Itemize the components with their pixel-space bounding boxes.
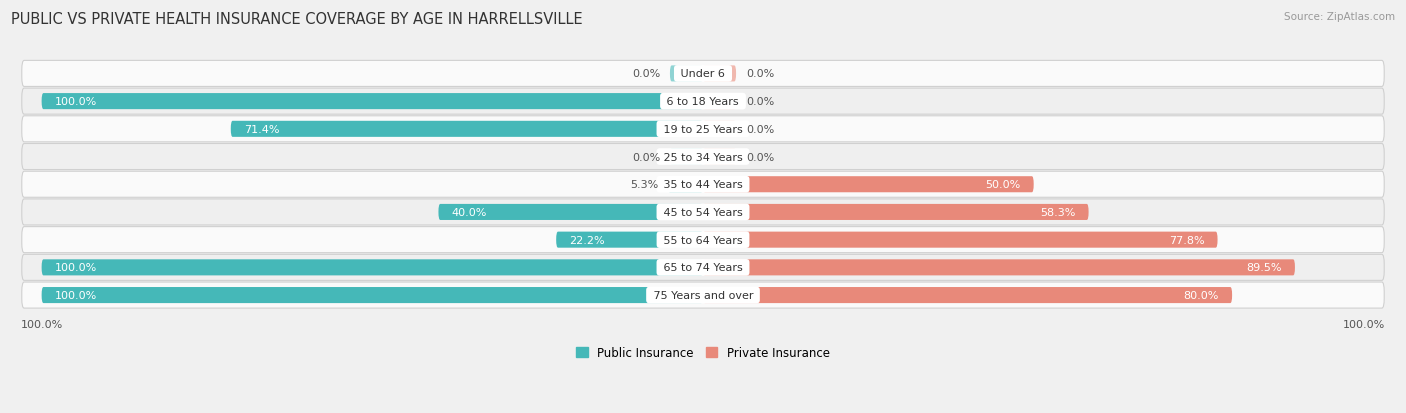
Text: 0.0%: 0.0% xyxy=(747,97,775,107)
FancyBboxPatch shape xyxy=(669,149,703,165)
Text: 89.5%: 89.5% xyxy=(1246,263,1282,273)
FancyBboxPatch shape xyxy=(231,121,703,138)
Text: Under 6: Under 6 xyxy=(678,69,728,79)
Text: 71.4%: 71.4% xyxy=(245,125,280,135)
Text: 75 Years and over: 75 Years and over xyxy=(650,290,756,300)
FancyBboxPatch shape xyxy=(21,61,1385,87)
FancyBboxPatch shape xyxy=(703,204,1088,221)
FancyBboxPatch shape xyxy=(557,232,703,248)
FancyBboxPatch shape xyxy=(703,94,737,110)
FancyBboxPatch shape xyxy=(42,287,703,304)
Text: 22.2%: 22.2% xyxy=(569,235,605,245)
Text: Source: ZipAtlas.com: Source: ZipAtlas.com xyxy=(1284,12,1395,22)
FancyBboxPatch shape xyxy=(21,199,1385,225)
Text: 77.8%: 77.8% xyxy=(1168,235,1205,245)
FancyBboxPatch shape xyxy=(703,66,737,82)
FancyBboxPatch shape xyxy=(703,287,1232,304)
Text: 0.0%: 0.0% xyxy=(631,69,659,79)
FancyBboxPatch shape xyxy=(21,116,1385,142)
Text: 65 to 74 Years: 65 to 74 Years xyxy=(659,263,747,273)
FancyBboxPatch shape xyxy=(439,204,703,221)
Text: 0.0%: 0.0% xyxy=(747,69,775,79)
Legend: Public Insurance, Private Insurance: Public Insurance, Private Insurance xyxy=(571,342,835,364)
Text: 100.0%: 100.0% xyxy=(55,263,97,273)
Text: 6 to 18 Years: 6 to 18 Years xyxy=(664,97,742,107)
FancyBboxPatch shape xyxy=(669,66,703,82)
Text: 50.0%: 50.0% xyxy=(986,180,1021,190)
Text: 100.0%: 100.0% xyxy=(55,290,97,300)
FancyBboxPatch shape xyxy=(21,144,1385,170)
Text: PUBLIC VS PRIVATE HEALTH INSURANCE COVERAGE BY AGE IN HARRELLSVILLE: PUBLIC VS PRIVATE HEALTH INSURANCE COVER… xyxy=(11,12,583,27)
Text: 58.3%: 58.3% xyxy=(1040,207,1076,217)
FancyBboxPatch shape xyxy=(703,121,737,138)
Text: 55 to 64 Years: 55 to 64 Years xyxy=(659,235,747,245)
FancyBboxPatch shape xyxy=(21,227,1385,253)
FancyBboxPatch shape xyxy=(668,177,703,193)
Text: 100.0%: 100.0% xyxy=(55,97,97,107)
FancyBboxPatch shape xyxy=(21,89,1385,115)
FancyBboxPatch shape xyxy=(21,172,1385,198)
Text: 0.0%: 0.0% xyxy=(631,152,659,162)
FancyBboxPatch shape xyxy=(42,94,703,110)
Text: 80.0%: 80.0% xyxy=(1184,290,1219,300)
FancyBboxPatch shape xyxy=(703,260,1295,276)
Text: 0.0%: 0.0% xyxy=(747,152,775,162)
FancyBboxPatch shape xyxy=(703,177,1033,193)
Text: 5.3%: 5.3% xyxy=(630,180,658,190)
FancyBboxPatch shape xyxy=(21,255,1385,281)
Text: 0.0%: 0.0% xyxy=(747,125,775,135)
Text: 25 to 34 Years: 25 to 34 Years xyxy=(659,152,747,162)
Text: 45 to 54 Years: 45 to 54 Years xyxy=(659,207,747,217)
Text: 35 to 44 Years: 35 to 44 Years xyxy=(659,180,747,190)
FancyBboxPatch shape xyxy=(703,149,737,165)
FancyBboxPatch shape xyxy=(703,232,1218,248)
Text: 19 to 25 Years: 19 to 25 Years xyxy=(659,125,747,135)
FancyBboxPatch shape xyxy=(21,282,1385,309)
FancyBboxPatch shape xyxy=(42,260,703,276)
Text: 40.0%: 40.0% xyxy=(451,207,486,217)
